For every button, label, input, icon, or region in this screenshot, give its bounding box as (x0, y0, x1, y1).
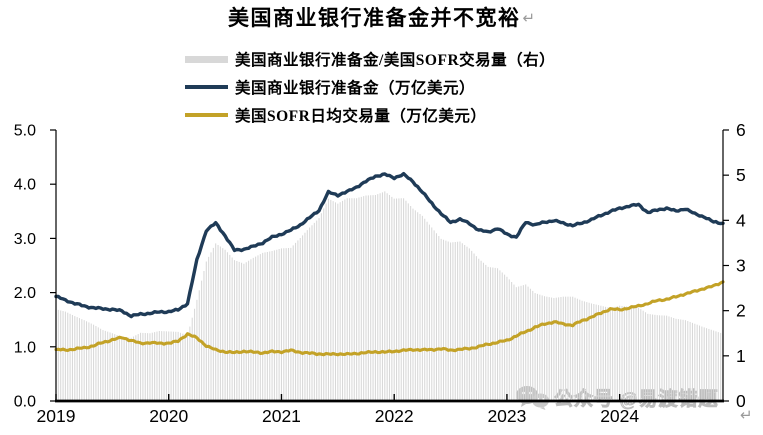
legend-label-ratio: 美国商业银行准备金/美国SOFR交易量（右） (235, 52, 556, 69)
x-axis-tick-label: 2022 (375, 406, 414, 426)
right-axis-tick-label: 6 (736, 120, 746, 140)
right-axis-tick-label: 3 (736, 256, 746, 276)
return-mark-icon: ↵ (740, 406, 753, 424)
left-axis-tick-label: 4.0 (14, 177, 36, 194)
reserves-line (54, 171, 725, 319)
legend-label-sofr: 美国SOFR日均交易量（万亿美元） (235, 108, 487, 125)
right-axis-tick-label: 4 (736, 210, 746, 230)
chart-title: 美国商业银行准备金并不宽裕 (227, 6, 521, 30)
legend: 美国商业银行准备金/美国SOFR交易量（右） 美国商业银行准备金（万亿美元） 美… (185, 45, 555, 129)
right-axis-tick-label: 0 (736, 391, 746, 411)
title-row: 美国商业银行准备金并不宽裕 ↵ (0, 2, 763, 32)
legend-item-sofr: 美国SOFR日均交易量（万亿美元） (185, 101, 555, 129)
left-axis-tick-label: 3.0 (14, 231, 36, 248)
x-axis-tick-label: 2019 (37, 406, 76, 426)
right-axis-tick-label: 5 (736, 165, 746, 185)
left-axis-tick-label: 0.0 (14, 394, 36, 411)
ratio-bars (55, 191, 724, 401)
return-mark-icon: ↵ (522, 9, 536, 27)
left-axis-tick-label: 2.0 (14, 285, 36, 302)
legend-item-reserves: 美国商业银行准备金（万亿美元） (185, 73, 555, 101)
right-axis-tick-label: 1 (736, 346, 746, 366)
x-axis-tick-label: 2020 (149, 406, 188, 426)
x-axis-tick-label: 2023 (487, 406, 526, 426)
legend-item-ratio: 美国商业银行准备金/美国SOFR交易量（右） (185, 45, 555, 73)
right-axis-tick-label: 2 (736, 301, 746, 321)
navy-line-swatch-icon (185, 85, 228, 89)
gold-line-swatch-icon (185, 113, 228, 117)
x-axis-tick-label: 2021 (262, 406, 301, 426)
x-axis-tick-label: 2024 (600, 406, 639, 426)
sofr-volume-line (54, 280, 725, 357)
left-axis-tick-label: 1.0 (14, 339, 36, 356)
gray-bar-swatch-icon (185, 55, 228, 63)
legend-label-reserves: 美国商业银行准备金（万亿美元） (235, 80, 476, 97)
left-axis-tick-label: 5.0 (14, 123, 36, 140)
